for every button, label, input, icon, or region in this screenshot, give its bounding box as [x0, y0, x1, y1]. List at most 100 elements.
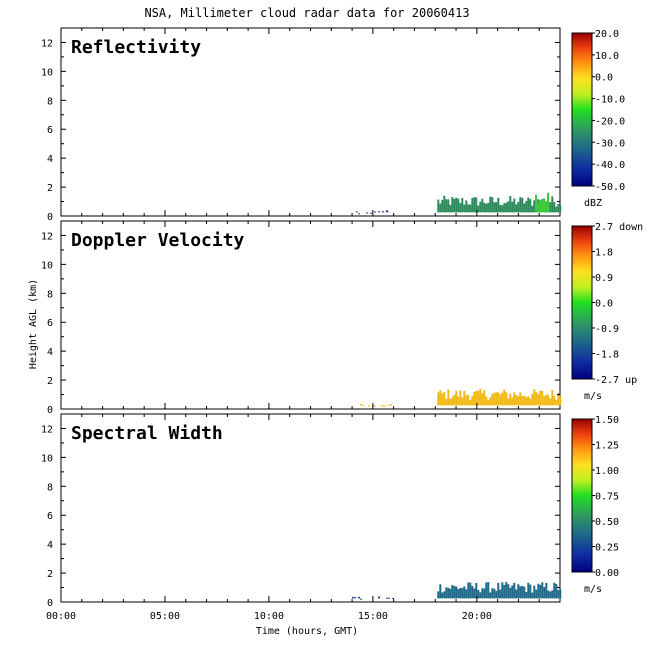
- echo-column: [503, 389, 506, 406]
- y-tick-label: 4: [47, 540, 53, 551]
- colorbar-tick-label: -2.7 up: [595, 375, 637, 386]
- panel-1: 0 2 4 6 8 10 12 Doppler Velocity 2.7 down 1.8 0.9 0…: [41, 220, 643, 416]
- echo-column: [529, 199, 532, 213]
- echo-column: [505, 392, 508, 406]
- y-tick-label: 10: [41, 453, 53, 464]
- y-tick-label: 4: [47, 154, 53, 165]
- echo-column: [465, 200, 468, 213]
- echo-column: [471, 396, 474, 406]
- echo-column: [392, 598, 395, 599]
- echo-column: [386, 210, 389, 213]
- colorbar-tick-label: 0.0: [595, 299, 613, 310]
- echo-column: [358, 213, 361, 215]
- echo-column: [507, 398, 510, 406]
- echo-column: [467, 582, 470, 599]
- echo-column: [388, 404, 391, 406]
- echo-column: [378, 211, 381, 213]
- echo-column: [378, 596, 381, 599]
- echo-column: [443, 392, 446, 406]
- echo-column: [487, 582, 490, 599]
- echo-column: [483, 202, 486, 213]
- echo-column: [485, 582, 488, 599]
- echo-column: [527, 396, 530, 406]
- echo-column: [505, 581, 508, 599]
- echo-column: [445, 398, 448, 406]
- echo-layer: [352, 581, 562, 600]
- y-tick-label: 12: [41, 231, 53, 242]
- echo-column: [386, 597, 389, 599]
- echo-column: [479, 592, 482, 599]
- echo-column: [533, 585, 536, 599]
- echo-column: [523, 203, 526, 213]
- echo-column: [451, 397, 454, 406]
- echo-column: [453, 199, 456, 213]
- echo-column: [374, 405, 377, 407]
- echo-column: [551, 196, 554, 213]
- echo-column: [360, 598, 363, 600]
- echo-column: [461, 198, 464, 213]
- y-tick-label: 6: [47, 318, 53, 329]
- echo-column: [481, 393, 484, 406]
- echo-column: [557, 393, 560, 406]
- echo-column: [455, 197, 458, 213]
- echo-column: [477, 391, 480, 406]
- echo-column: [513, 582, 516, 599]
- echo-column: [559, 395, 562, 406]
- echo-column: [495, 591, 498, 599]
- colorbar-unit: m/s: [584, 391, 602, 402]
- echo-column: [352, 596, 355, 599]
- echo-column: [517, 396, 520, 406]
- echo-column: [555, 584, 558, 599]
- echo-column: [477, 589, 480, 599]
- colorbar-tick-label: -1.8: [595, 350, 619, 361]
- colorbar-tick-label: 0.25: [595, 543, 619, 554]
- echo-column: [523, 395, 526, 406]
- echo-column: [449, 588, 452, 599]
- echo-column: [481, 198, 484, 213]
- echo-column: [380, 405, 383, 407]
- echo-column: [489, 397, 492, 406]
- echo-column: [537, 204, 539, 213]
- echo-column: [503, 203, 506, 213]
- echo-column: [525, 591, 528, 599]
- echo-column: [473, 197, 476, 213]
- echo-column: [451, 197, 454, 213]
- echo-column: [481, 588, 484, 599]
- echo-column: [441, 592, 444, 599]
- echo-column: [465, 395, 468, 406]
- echo-column: [515, 589, 518, 599]
- echo-column: [533, 200, 536, 213]
- echo-column: [356, 211, 359, 213]
- echo-column: [553, 582, 556, 599]
- colorbar-unit: m/s: [584, 584, 602, 595]
- echo-column: [497, 582, 500, 599]
- echo-column: [543, 198, 545, 213]
- echo-column: [545, 394, 548, 406]
- echo-layer: [360, 388, 562, 407]
- echo-column: [360, 404, 363, 406]
- echo-column: [475, 583, 478, 599]
- echo-column: [531, 393, 534, 406]
- y-axis-label: Height AGL (km): [28, 279, 39, 369]
- page-title: NSA, Millimeter cloud radar data for 200…: [144, 6, 469, 20]
- echo-column: [499, 205, 502, 213]
- echo-column: [487, 399, 490, 406]
- echo-column: [453, 394, 456, 406]
- y-tick-label: 6: [47, 511, 53, 522]
- echo-column: [469, 204, 472, 213]
- echo-column: [479, 201, 482, 213]
- echo-column: [471, 198, 474, 213]
- colorbar-tick-label: -50.0: [595, 182, 625, 193]
- echo-column: [479, 388, 482, 406]
- echo-column: [509, 196, 512, 213]
- echo-column: [459, 390, 462, 406]
- panel-title: Doppler Velocity: [71, 230, 245, 251]
- echo-column: [499, 394, 502, 406]
- echo-column: [525, 200, 528, 213]
- echo-column: [465, 589, 468, 599]
- echo-column: [443, 195, 446, 213]
- panel-0: 0 2 4 6 8 10 12 Reflectivity 20.0 10.0 0.0 -10.0 -20…: [41, 27, 625, 223]
- colorbar-tick-label: 0.9: [595, 273, 613, 284]
